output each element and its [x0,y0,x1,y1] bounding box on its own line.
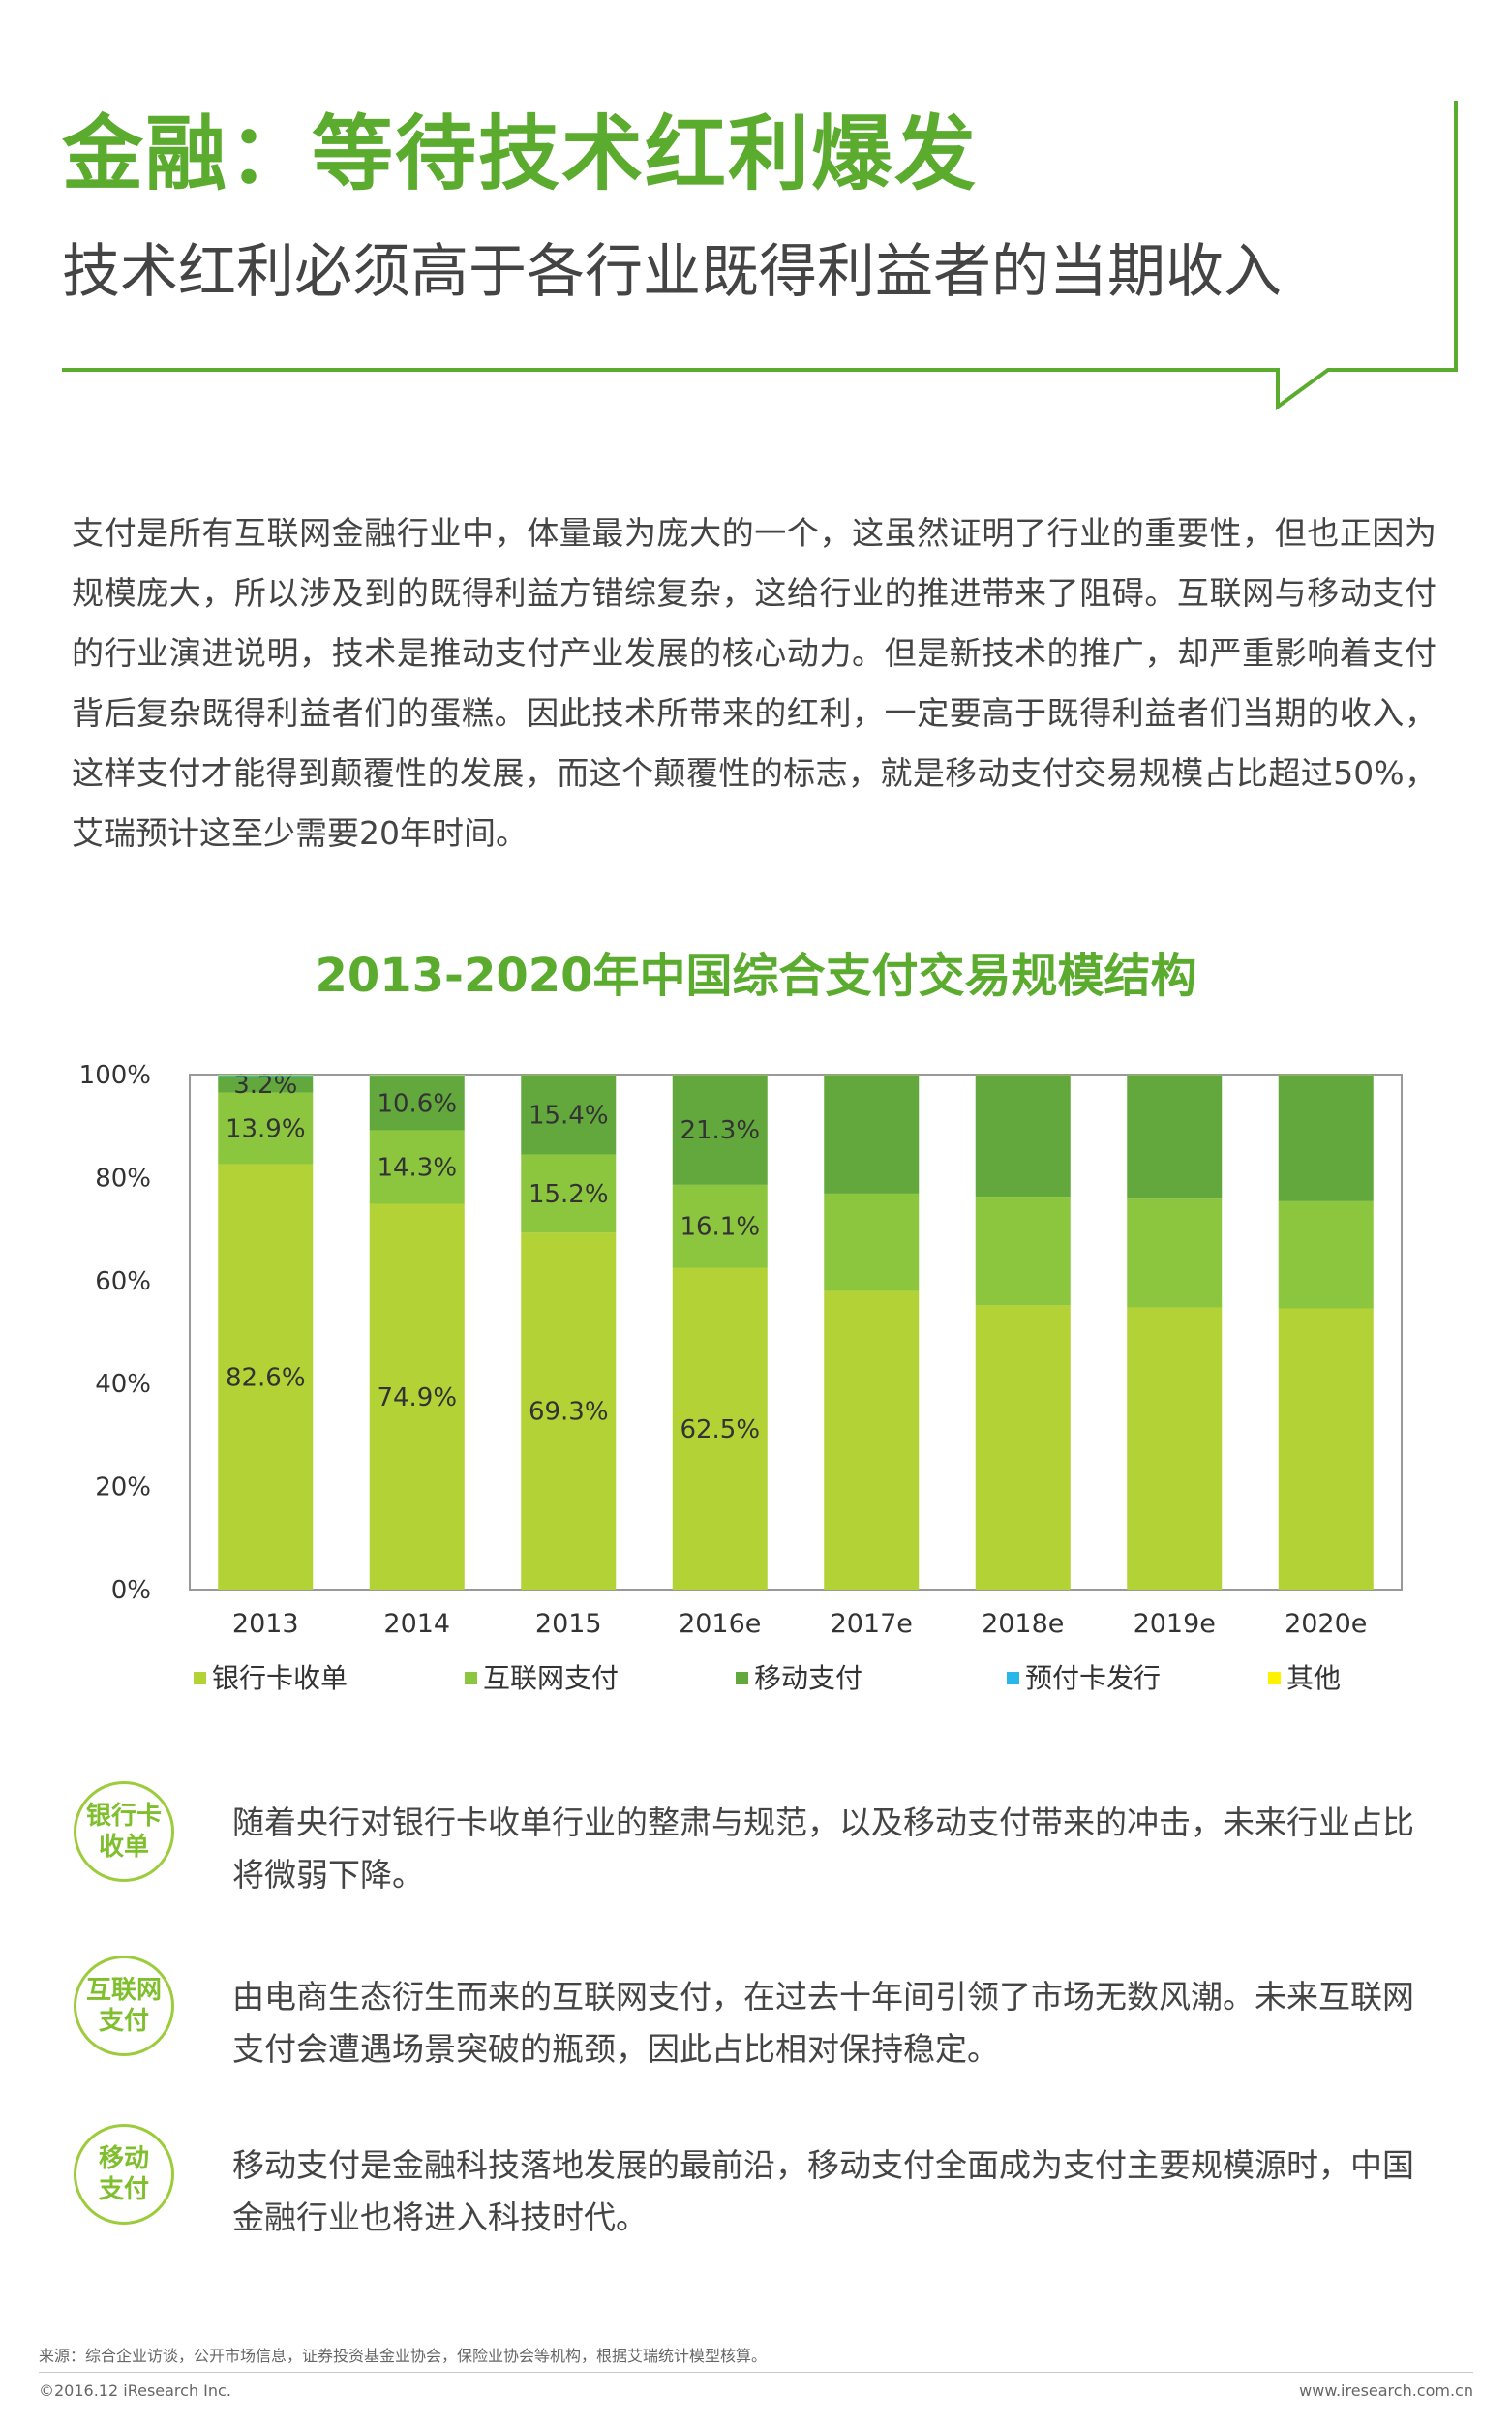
note-badge: 移动 支付 [74,2124,174,2225]
legend-label: 银行卡收单 [212,1662,348,1694]
legend-entry: 银行卡收单 [194,1657,348,1696]
bar-segment [824,1193,920,1291]
bar-segment [521,1075,617,1155]
x-tick-label: 2014 [383,1609,450,1639]
bar-segment [1278,1200,1374,1309]
bar-segment [975,1197,1071,1306]
x-tick-label: 2013 [232,1609,299,1639]
footer-copyright: ©2016.12 iResearch Inc. [39,2381,231,2400]
bar-segment [1278,1075,1374,1201]
data-label: 14.3% [377,1153,457,1182]
x-tick-label: 2018e [982,1609,1064,1639]
x-tick-label: 2019e [1134,1609,1216,1639]
data-label: 15.2% [529,1180,609,1209]
y-tick-label: 40% [95,1370,151,1399]
bar-segment [218,1164,314,1590]
bar-segment [975,1305,1071,1590]
data-label: 16.1% [680,1213,760,1242]
footer-website: www.iresearch.com.cn [1299,2381,1473,2400]
bar-segment [369,1203,465,1590]
legend-swatch [465,1671,477,1684]
stacked-bar-chart: 0%20%40%60%80%100%82.6%13.9%3.2%201374.9… [79,1061,1403,1639]
y-tick-label: 0% [111,1576,151,1605]
legend-entry: 互联网支付 [465,1657,619,1696]
y-tick-label: 100% [79,1061,151,1090]
data-label: 62.5% [680,1415,760,1444]
note-bank-card: 银行卡 收单 [74,1781,174,1882]
legend-swatch [736,1671,748,1684]
x-tick-label: 2016e [679,1609,761,1639]
data-label: 15.4% [529,1101,609,1130]
bar-segment [369,1130,465,1204]
header-frame [62,101,1458,410]
footer-source: 来源：综合企业访谈，公开市场信息，证券投资基金业协会，保险业协会等机构，根据艾瑞… [39,2347,768,2365]
bar-segment [824,1075,920,1194]
plot-border [189,1074,1403,1591]
x-tick-label: 2020e [1285,1609,1367,1639]
page-subtitle: 技术红利必须高于各行业既得利益者的当期收入 [62,238,1282,306]
legend-entry: 预付卡发行 [1007,1657,1161,1696]
bar-segment [1127,1075,1223,1199]
data-label: 13.9% [226,1115,306,1144]
chart-title: 2013-2020年中国综合支付交易规模结构 [315,949,1197,1003]
bar-segment [521,1154,617,1233]
data-label: 69.3% [529,1398,609,1427]
legend-entry: 移动支付 [736,1657,862,1696]
note-text-mobile-payment: 移动支付是金融科技落地发展的最前沿，移动支付全面成为支付主要规模源时，中国金融行… [232,2146,1414,2236]
note-text-bank-card: 随着央行对银行卡收单行业的整肃与规范，以及移动支付带来的冲击，未来行业占比将微弱… [232,1804,1414,1894]
y-tick-label: 20% [95,1473,151,1502]
chart-legend: 银行卡收单 互联网支付 移动支付 预付卡发行 其他 [194,1657,1452,1700]
legend-label: 移动支付 [754,1662,863,1694]
bar-segment [369,1075,465,1077]
legend-swatch [1007,1671,1019,1684]
data-label: 21.3% [680,1116,760,1145]
legend-entry: 其他 [1268,1657,1341,1696]
bar-segment [369,1076,465,1131]
x-tick-label: 2015 [535,1609,602,1639]
bar-segment [975,1075,1071,1198]
bar-segment [218,1075,314,1076]
data-label: 74.9% [377,1383,457,1412]
y-tick-label: 60% [95,1267,151,1296]
legend-swatch [1268,1671,1281,1684]
bar-segment [672,1184,768,1268]
note-text-internet-payment: 由电商生态衍生而来的互联网支付，在过去十年间引领了市场无数风潮。未来互联网支付会… [232,1978,1414,2068]
bar-segment [824,1290,920,1590]
note-badge: 互联网 支付 [74,1956,174,2056]
data-label: 82.6% [226,1363,306,1392]
bar-segment [521,1232,617,1590]
bar-segment [1278,1308,1374,1590]
legend-label: 其他 [1286,1662,1342,1694]
bar-segment [1127,1198,1223,1308]
bar-segment [369,1075,465,1076]
data-label: 10.6% [377,1089,457,1118]
footer-divider [39,2372,1473,2373]
legend-swatch [194,1671,206,1684]
x-tick-label: 2017e [831,1609,913,1639]
bar-segment [672,1075,768,1185]
note-badge: 银行卡 收单 [74,1781,174,1882]
bar-segment [218,1092,314,1165]
legend-label: 预付卡发行 [1025,1662,1162,1694]
note-mobile-payment: 移动 支付 [74,2124,174,2225]
bar-segment [218,1076,314,1093]
bar-segment [672,1267,768,1590]
bar-segment [1127,1307,1223,1590]
intro-paragraph: 支付是所有互联网金融行业中，体量最为庞大的一个，这虽然证明了行业的重要性，但也正… [72,514,1436,852]
legend-label: 互联网支付 [483,1662,620,1694]
y-tick-label: 80% [95,1164,151,1193]
bar-segment [218,1075,314,1077]
note-internet-payment: 互联网 支付 [74,1956,174,2056]
page-title: 金融：等待技术红利爆发 [62,106,979,201]
